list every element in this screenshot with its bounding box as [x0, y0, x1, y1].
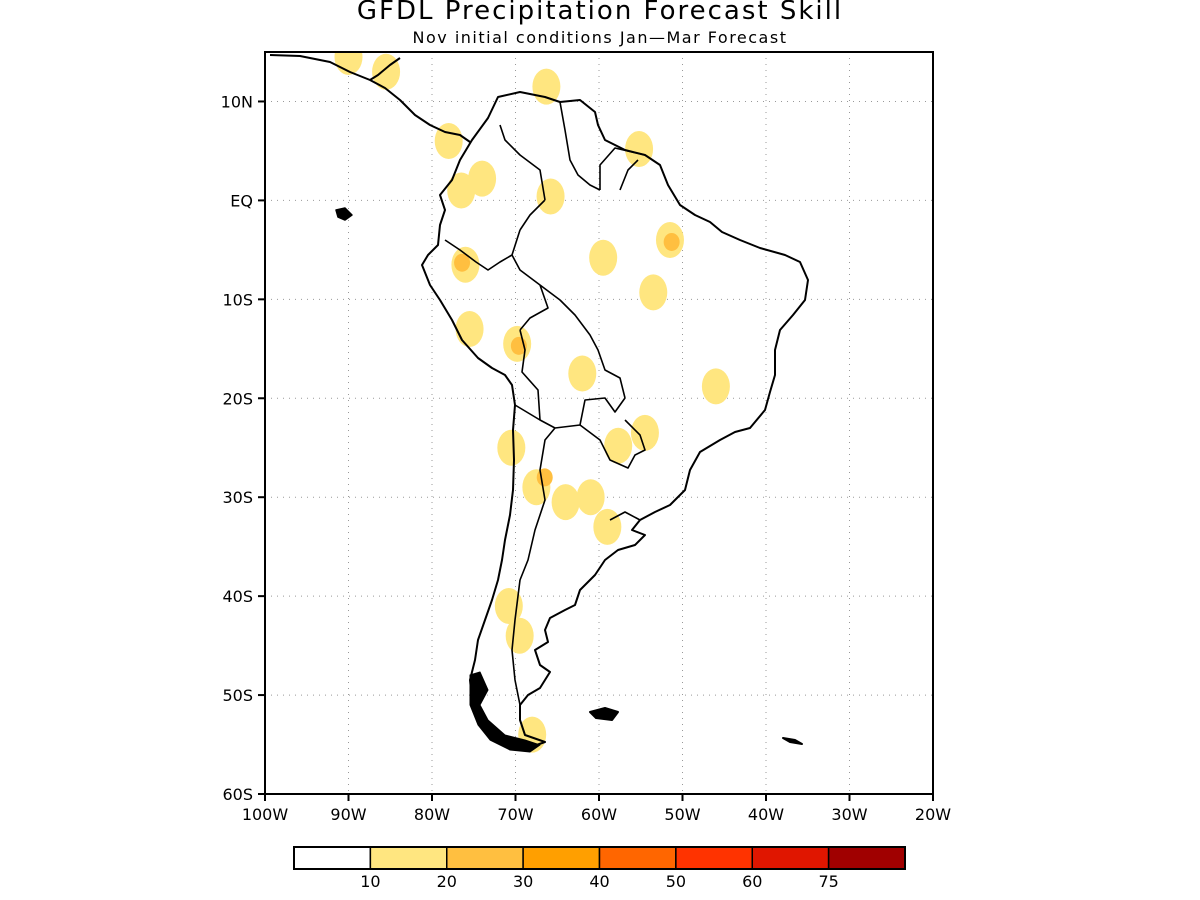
lon-tick-label: 30W [831, 805, 867, 824]
lat-tick-label: 40S [222, 587, 253, 606]
skill-region [568, 355, 597, 392]
colorbar-swatch [598, 846, 677, 870]
skill-region [589, 239, 618, 276]
skill-region [551, 484, 580, 521]
lat-tick-label: 30S [222, 488, 253, 507]
colorbar-swatch [827, 846, 906, 870]
country-borders [444, 101, 646, 706]
skill-region [447, 172, 476, 209]
patagonia-islands [469, 671, 541, 753]
colorbar-swatch [751, 846, 830, 870]
skill-region [604, 427, 633, 464]
skill-region [334, 52, 363, 75]
colorbar-label: 75 [818, 872, 838, 891]
skill-region [576, 479, 605, 516]
colorbar-swatch [369, 846, 448, 870]
skill-region [593, 508, 622, 545]
skill-region [468, 160, 497, 197]
graticule [265, 52, 933, 794]
skill-region [497, 429, 526, 466]
coastlines [269, 54, 809, 753]
lon-tick-label: 100W [242, 805, 289, 824]
galapagos-islands [335, 207, 353, 221]
skill-region [663, 232, 680, 251]
colorbar-label: 20 [437, 872, 457, 891]
skill-region [434, 123, 463, 160]
colorbar-swatch [446, 846, 524, 870]
skill-region [454, 253, 471, 272]
lon-tick-label: 50W [664, 805, 700, 824]
colorbar-frame [293, 846, 906, 870]
south-georgia-island [782, 737, 803, 745]
lon-tick-label: 40W [748, 805, 784, 824]
skill-region [505, 617, 534, 654]
lat-tick-label: 60S [222, 785, 253, 804]
lon-tick-label: 70W [497, 805, 533, 824]
lon-tick-label: 20W [915, 805, 951, 824]
skill-region [455, 311, 484, 348]
skill-region [630, 414, 659, 451]
colorbar-label: 60 [742, 872, 762, 891]
lat-tick-label: 20S [222, 389, 253, 408]
skill-region [536, 178, 565, 215]
colorbar-label: 40 [589, 872, 609, 891]
map-subtitle: Nov initial conditions Jan—Mar Forecast [412, 28, 788, 47]
skill-region [639, 274, 668, 311]
lon-tick-label: 80W [414, 805, 450, 824]
colorbar-label: 50 [666, 872, 686, 891]
colorbar-label: 10 [360, 872, 380, 891]
map-title: GFDL Precipitation Forecast Skill [356, 0, 844, 26]
lat-tick-label: 10S [222, 290, 253, 309]
lat-tick-label: 50S [222, 686, 253, 705]
skill-region [532, 68, 561, 105]
skill-region [701, 368, 730, 405]
lat-tick-label: EQ [230, 191, 253, 210]
colorbar: 10 20 30 40 50 60 75 [293, 846, 906, 891]
skill-region [536, 468, 553, 487]
skill-region [625, 130, 654, 167]
colorbar-swatch [675, 846, 753, 870]
south-america-coastline [421, 91, 809, 749]
lon-tick-label: 90W [330, 805, 366, 824]
colorbar-label: 30 [513, 872, 533, 891]
colorbar-swatch [522, 846, 601, 870]
lon-tick-label: 60W [581, 805, 617, 824]
central-america-coastline [269, 54, 471, 143]
lat-tick-label: 10N [221, 92, 253, 111]
falkland-islands [589, 707, 619, 721]
colorbar-swatch [293, 846, 372, 870]
